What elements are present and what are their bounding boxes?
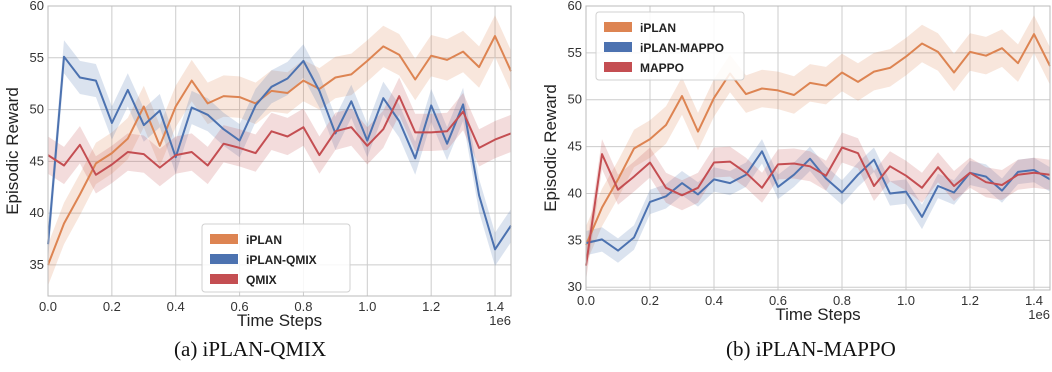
legend-entry: iPLAN-QMIX <box>246 253 317 267</box>
legend-entry: iPLAN <box>246 233 282 247</box>
legend-swatch <box>604 42 632 52</box>
series-band-1 <box>586 139 1050 263</box>
x-tick-label: 0.2 <box>103 299 121 314</box>
legend-swatch <box>604 22 632 32</box>
y-tick-label: 60 <box>568 0 582 13</box>
x-tick-label: 0.4 <box>167 299 185 314</box>
chart-b: 0.0 0.2 0.4 0.6 0.8 1.0 1.2 1.4 30 35 40 45 50 55 60 Ti… <box>541 0 1051 324</box>
legend-entry: MAPPO <box>640 61 684 75</box>
legend: iPLAN iPLAN-QMIX QMIX <box>201 223 351 293</box>
y-tick-label: 40 <box>568 185 582 200</box>
y-tick-label: 60 <box>30 0 44 13</box>
y-axis-label: Episodic Reward <box>541 84 560 212</box>
series-line-2 <box>47 95 512 176</box>
series-band-0 <box>48 15 511 286</box>
x-tick-label: 1.4 <box>486 299 504 314</box>
y-tick-label: 50 <box>568 92 582 107</box>
x-tick-label: 1.0 <box>897 293 915 308</box>
series-band-2 <box>586 132 1050 281</box>
x-tick-label: 1.2 <box>961 293 979 308</box>
x-axis-label: Time Steps <box>237 311 322 330</box>
x-tick-label: 0.8 <box>833 293 851 308</box>
series-line-0 <box>585 33 1051 246</box>
x-tick-label: 0.6 <box>231 299 249 314</box>
y-tick-label: 30 <box>568 279 582 294</box>
panel-b: 0.0 0.2 0.4 0.6 0.8 1.0 1.2 1.4 30 35 40 45 50 55 60 Ti… <box>526 0 1052 330</box>
series-line-2 <box>585 146 1051 266</box>
legend-entry: iPLAN <box>640 21 676 35</box>
x-tick-label: 1.0 <box>358 299 376 314</box>
x-tick-label: 0.0 <box>39 299 57 314</box>
legend-swatch <box>210 274 238 284</box>
x-tick-label: 1.2 <box>422 299 440 314</box>
y-tick-label: 50 <box>30 102 44 117</box>
x-offset-label: 1e6 <box>489 313 511 328</box>
x-tick-label: 0.4 <box>705 293 723 308</box>
series-line-0 <box>47 35 512 266</box>
y-tick-label: 45 <box>30 153 44 168</box>
y-tick-label: 55 <box>30 50 44 65</box>
x-tick-label: 0.2 <box>641 293 659 308</box>
y-tick-label: 45 <box>568 139 582 154</box>
axes-frame <box>585 5 1051 291</box>
y-tick-label: 55 <box>568 45 582 60</box>
legend: iPLAN iPLAN-MAPPO MAPPO <box>595 11 745 81</box>
series-band-1 <box>48 40 511 267</box>
y-tick-label: 35 <box>568 232 582 247</box>
x-tick-label: 0.0 <box>577 293 595 308</box>
legend-box <box>595 11 745 81</box>
axes-frame <box>47 5 512 297</box>
caption-a: (a) iPLAN-QMIX <box>174 337 327 361</box>
caption-b: (b) iPLAN-MAPPO <box>726 337 896 361</box>
series-line-1 <box>47 55 512 251</box>
chart-a: 0.0 0.2 0.4 0.6 0.8 1.0 1.2 1.4 35 40 45 50 55 60 Time… <box>3 0 512 330</box>
series-band-0 <box>586 15 1050 264</box>
x-tick-label: 1.4 <box>1025 293 1043 308</box>
y-tick-label: 40 <box>30 205 44 220</box>
y-tick-label: 35 <box>30 257 44 272</box>
panel-a: 0.0 0.2 0.4 0.6 0.8 1.0 1.2 1.4 35 40 45 50 55 60 Time… <box>0 0 526 330</box>
legend-swatch <box>210 234 238 244</box>
x-tick-label: 0.6 <box>769 293 787 308</box>
x-offset-label: 1e6 <box>1028 307 1050 322</box>
x-tick-label: 0.8 <box>294 299 312 314</box>
legend-entry: iPLAN-MAPPO <box>640 41 724 55</box>
legend-swatch <box>604 62 632 72</box>
y-axis-label: Episodic Reward <box>3 87 22 215</box>
legend-swatch <box>210 254 238 264</box>
legend-box <box>201 223 351 293</box>
legend-entry: QMIX <box>246 273 277 287</box>
x-axis-label: Time Steps <box>775 305 860 324</box>
